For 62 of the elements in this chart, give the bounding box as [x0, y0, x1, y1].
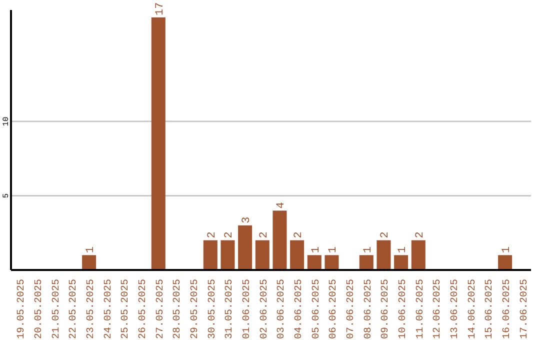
data-label: 17 — [154, 2, 166, 16]
bar — [411, 240, 426, 270]
bar — [290, 240, 304, 270]
data-label: 2 — [293, 232, 306, 238]
x-tick-label: 03.06.2025 — [276, 279, 288, 340]
bar — [151, 17, 166, 270]
data-label: 2 — [380, 232, 392, 238]
x-tick-label: 13.06.2025 — [450, 279, 461, 340]
data-label: 1 — [362, 246, 374, 254]
x-tick-label: 12.06.2025 — [432, 279, 444, 340]
data-label: 1 — [397, 246, 410, 254]
x-tick-label: 27.05.2025 — [155, 279, 166, 340]
bar — [255, 240, 270, 270]
x-tick-label: 24.05.2025 — [103, 279, 114, 340]
y-tick-label: 5 — [2, 193, 11, 198]
x-tick-label: 16.06.2025 — [502, 279, 513, 340]
bar — [82, 255, 96, 270]
bar — [359, 255, 374, 270]
x-tick-label: 02.06.2025 — [259, 279, 270, 340]
bar — [238, 225, 252, 270]
x-tick-label: 14.06.2025 — [467, 279, 478, 340]
x-tick-label: 23.05.2025 — [86, 279, 97, 340]
x-tick-label: 25.05.2025 — [120, 279, 132, 340]
bar — [498, 255, 512, 270]
x-tick-label: 01.06.2025 — [242, 279, 253, 340]
x-tick-label: 21.05.2025 — [51, 279, 62, 340]
x-tick-label: 11.06.2025 — [415, 279, 426, 340]
x-tick-label: 28.05.2025 — [172, 279, 184, 340]
x-tick-label: 29.05.2025 — [190, 279, 201, 340]
x-tick-label: 05.06.2025 — [311, 279, 322, 340]
x-tick-label: 15.06.2025 — [484, 279, 496, 340]
bar — [324, 255, 339, 270]
data-label: 1 — [328, 246, 340, 254]
x-tick-label: 22.05.2025 — [68, 279, 80, 340]
x-tick-label: 09.06.2025 — [380, 279, 392, 340]
data-label: 2 — [258, 232, 270, 238]
x-tick-label: 04.06.2025 — [294, 279, 305, 340]
data-label: 4 — [276, 202, 288, 209]
data-label: 1 — [310, 246, 322, 254]
x-tick-label: 19.05.2025 — [16, 279, 28, 340]
bar — [220, 240, 235, 270]
x-tick-label: 10.06.2025 — [398, 279, 409, 340]
bar — [203, 240, 218, 270]
x-tick-label: 08.06.2025 — [363, 279, 374, 340]
bar — [376, 240, 391, 270]
x-tick-label: 07.06.2025 — [346, 279, 357, 340]
y-tick-label: 10 — [2, 116, 11, 126]
x-tick-label: 06.06.2025 — [328, 279, 340, 340]
data-label: 2 — [414, 232, 426, 238]
x-tick-label: 31.05.2025 — [224, 279, 236, 340]
data-label: 2 — [224, 232, 236, 238]
data-label: 2 — [206, 232, 218, 238]
bar — [307, 255, 322, 270]
data-label: 3 — [241, 216, 254, 224]
x-tick-label: 30.05.2025 — [207, 279, 218, 340]
data-label: 1 — [501, 246, 514, 254]
bar — [394, 255, 408, 270]
x-tick-label: 26.05.2025 — [138, 279, 149, 340]
data-label: 1 — [85, 246, 98, 254]
x-tick-label: 20.05.2025 — [34, 279, 45, 340]
x-tick-label: 17.06.2025 — [519, 279, 530, 340]
bar — [272, 210, 287, 270]
